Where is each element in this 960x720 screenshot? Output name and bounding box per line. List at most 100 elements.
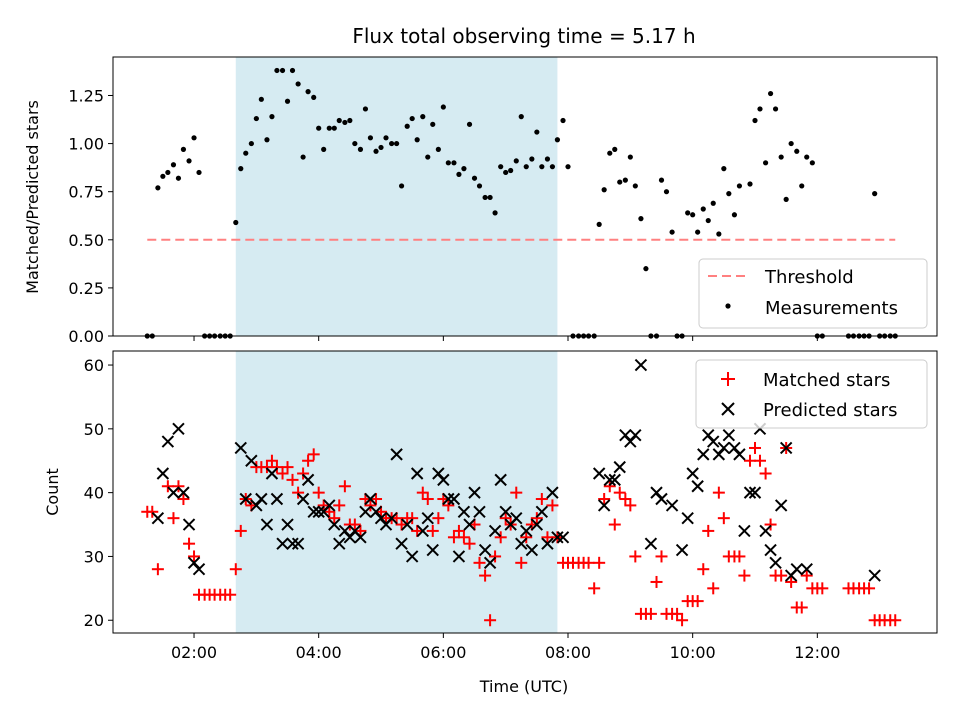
matched-point xyxy=(333,499,346,512)
x-tick-label: 10:00 xyxy=(670,643,716,662)
predicted-point xyxy=(541,537,554,550)
predicted-point xyxy=(410,467,424,480)
measurement-point xyxy=(757,106,763,112)
matched-point xyxy=(354,524,367,537)
matched-point xyxy=(691,595,704,608)
measurement-point xyxy=(253,115,259,122)
predicted-point xyxy=(172,422,185,436)
measurement-point xyxy=(638,216,644,222)
matched-point xyxy=(738,569,751,582)
measurement-point xyxy=(305,89,311,95)
matched-point xyxy=(748,441,761,454)
matched-point xyxy=(473,556,486,569)
matched-point xyxy=(292,486,305,499)
matched-point xyxy=(151,563,164,576)
measurement-point xyxy=(627,154,633,160)
predicted-point xyxy=(717,441,731,455)
bottom-panel: 20 30 40 50 60 02:00 04:00 06:00 08:00 10:00 12:0… xyxy=(43,350,938,696)
matched-point xyxy=(785,575,798,588)
top-legend-box xyxy=(698,258,928,329)
matched-point xyxy=(395,518,408,531)
measurement-point xyxy=(331,125,337,131)
predicted-point xyxy=(421,511,434,525)
y-tick-label: 0.25 xyxy=(68,279,104,298)
measurement-point xyxy=(420,114,426,120)
predicted-point xyxy=(192,562,206,576)
matched-point xyxy=(624,499,637,512)
matched-point xyxy=(619,493,632,506)
predicted-point xyxy=(510,511,523,525)
matched-point xyxy=(416,486,429,499)
matched-point xyxy=(613,486,626,499)
measurement-point xyxy=(367,135,374,141)
measurement-point xyxy=(352,140,358,147)
measurement-point xyxy=(612,146,618,152)
predicted-point xyxy=(759,524,772,538)
measurement-point xyxy=(342,119,348,126)
top-x-ticks xyxy=(193,336,818,341)
predicted-point xyxy=(603,473,616,487)
measurement-point xyxy=(716,231,722,237)
matched-point xyxy=(484,614,497,627)
y-tick-label: 30 xyxy=(84,547,104,566)
top-y-axis: 0.00 0.25 0.50 0.75 1.00 1.25 xyxy=(68,86,113,346)
measurement-point xyxy=(451,160,457,166)
measurement-point xyxy=(398,183,405,189)
matched-point xyxy=(644,607,657,620)
predicted-points xyxy=(151,358,881,582)
matched-point xyxy=(795,601,808,614)
measurement-point xyxy=(794,148,800,154)
matched-point xyxy=(582,556,595,569)
measurement-point xyxy=(445,160,451,166)
measurement-point xyxy=(279,67,286,74)
measurement-point xyxy=(196,169,202,176)
predicted-point xyxy=(255,492,268,506)
measurement-point xyxy=(321,146,327,152)
predicted-point xyxy=(156,467,170,480)
measurement-point xyxy=(554,137,561,143)
predicted-point xyxy=(265,467,279,480)
matched-point xyxy=(671,607,684,620)
matched-point xyxy=(494,531,507,544)
matched-point xyxy=(520,531,533,544)
measurement-point xyxy=(394,140,400,147)
predicted-point xyxy=(494,473,507,487)
measurement-point xyxy=(233,219,239,226)
predicted-point xyxy=(323,499,336,512)
matched-point xyxy=(406,512,419,525)
measurement-point xyxy=(809,160,815,166)
predicted-point xyxy=(551,531,564,544)
matched-point xyxy=(535,493,548,506)
matched-point xyxy=(146,505,159,518)
measurement-point xyxy=(378,144,384,151)
matched-point xyxy=(697,563,710,576)
legend-measurements-label: Measurements xyxy=(765,298,898,319)
matched-point xyxy=(281,461,294,474)
measurement-point xyxy=(311,94,317,101)
predicted-point xyxy=(457,505,471,518)
x-tick-label: 12:00 xyxy=(794,643,840,662)
measurement-point xyxy=(155,185,161,191)
measurement-point xyxy=(425,154,431,160)
predicted-point xyxy=(452,550,466,563)
matched-point xyxy=(598,493,611,506)
legend-matched-swatch xyxy=(721,372,735,386)
predicted-point xyxy=(286,537,299,550)
measurement-point xyxy=(544,156,551,162)
measurement-point xyxy=(772,106,779,112)
predicted-point xyxy=(707,435,720,448)
measurement-point xyxy=(534,129,540,135)
measurement-point xyxy=(690,212,696,218)
matched-point xyxy=(515,556,528,569)
predicted-point xyxy=(473,505,486,518)
predicted-point xyxy=(488,524,502,538)
predicted-point xyxy=(515,537,528,550)
matched-point xyxy=(530,512,543,525)
measurement-point xyxy=(731,212,738,218)
predicted-point xyxy=(442,492,455,506)
predicted-point xyxy=(686,467,699,480)
predicted-point xyxy=(328,518,341,531)
y-tick-label: 40 xyxy=(84,484,104,503)
predicted-point xyxy=(167,486,180,499)
